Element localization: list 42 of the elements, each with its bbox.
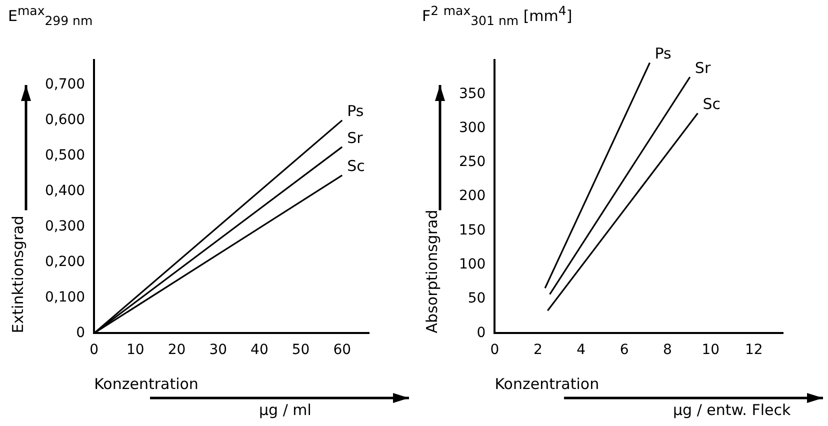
y-tick-label: 0,500	[44, 147, 86, 164]
series-label: Sr	[347, 128, 364, 147]
y-tick-label: 0,200	[44, 254, 86, 270]
y-tick-label: 50	[468, 290, 486, 307]
y-tick-label: 0,600	[44, 112, 86, 128]
y-tick-label: 0	[76, 324, 86, 341]
y-tick-label: 100	[458, 256, 486, 273]
y-tick-label: 0,100	[44, 289, 86, 306]
x-tick-label: 0	[90, 342, 99, 358]
y-axis-title: Extinktionsgrad	[8, 216, 27, 334]
text: µg / entw. Fleck	[673, 401, 791, 419]
series-label: Sc	[347, 157, 365, 176]
y-axis-title: Absorptionsgrad	[422, 210, 441, 334]
y-tick-label: 0,300	[44, 218, 86, 234]
text: µg / ml	[259, 401, 312, 419]
x-tick-label: 2	[533, 342, 542, 358]
x-tick-label: 10	[702, 342, 720, 358]
x-tick-label: 50	[292, 342, 310, 358]
x-tick-label: 10	[126, 342, 144, 358]
x-tick-label: 60	[333, 342, 352, 358]
x-tick-label: 20	[168, 342, 186, 358]
y-tick-label: 150	[458, 222, 486, 238]
x-tick-label: 0	[490, 342, 500, 358]
x-axis-title: Konzentration	[94, 374, 198, 393]
x-axis-title: Konzentration	[494, 374, 600, 393]
y-tick-label: 350	[458, 86, 486, 102]
y-tick-label: 200	[458, 188, 486, 204]
x-tick-label: 40	[250, 342, 268, 358]
series-label: Sr	[694, 58, 712, 77]
x-tick-label: 6	[620, 342, 629, 358]
series-label: Sc	[702, 95, 720, 114]
x-tick-label: 4	[576, 342, 586, 358]
y-tick-label: 250	[458, 154, 486, 170]
x-tick-label: 30	[209, 342, 228, 358]
y-tick-label: 0,700	[44, 76, 86, 92]
series-label: Ps	[347, 102, 364, 120]
x-tick-label: 12	[744, 342, 763, 358]
x-tick-label: 8	[663, 342, 672, 358]
y-tick-label: 0	[476, 324, 486, 341]
y-tick-label: 0,400	[44, 182, 86, 199]
series-label: Ps	[654, 44, 672, 63]
y-tick-label: 300	[458, 120, 486, 136]
